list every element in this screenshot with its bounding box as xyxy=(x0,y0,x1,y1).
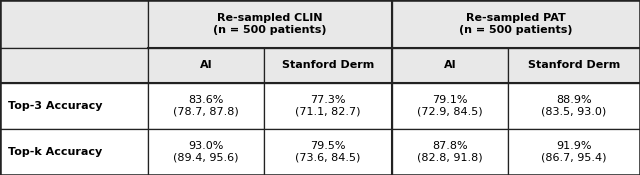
Bar xyxy=(264,83,392,129)
Bar xyxy=(392,83,508,129)
Text: AI: AI xyxy=(200,61,212,71)
Text: 88.9%
(83.5, 93.0): 88.9% (83.5, 93.0) xyxy=(541,95,607,117)
Bar xyxy=(508,129,640,175)
Text: Stanford Derm: Stanford Derm xyxy=(282,61,374,71)
Bar xyxy=(264,129,392,175)
Bar xyxy=(148,0,392,48)
Text: 83.6%
(78.7, 87.8): 83.6% (78.7, 87.8) xyxy=(173,95,239,117)
Text: AI: AI xyxy=(444,61,456,71)
Text: 91.9%
(86.7, 95.4): 91.9% (86.7, 95.4) xyxy=(541,141,607,163)
Bar xyxy=(148,129,264,175)
Bar xyxy=(508,83,640,129)
Bar xyxy=(0,129,148,175)
Bar xyxy=(392,48,508,83)
Bar xyxy=(392,0,640,48)
Bar xyxy=(148,48,264,83)
Bar xyxy=(0,0,148,48)
Text: Top-k Accuracy: Top-k Accuracy xyxy=(8,147,102,157)
Bar xyxy=(0,48,148,83)
Text: 77.3%
(71.1, 82.7): 77.3% (71.1, 82.7) xyxy=(295,95,361,117)
Text: 87.8%
(82.8, 91.8): 87.8% (82.8, 91.8) xyxy=(417,141,483,163)
Bar xyxy=(0,83,148,129)
Text: Re-sampled CLIN
(n = 500 patients): Re-sampled CLIN (n = 500 patients) xyxy=(213,13,327,35)
Bar xyxy=(508,48,640,83)
Bar xyxy=(392,129,508,175)
Text: 93.0%
(89.4, 95.6): 93.0% (89.4, 95.6) xyxy=(173,141,239,163)
Text: 79.5%
(73.6, 84.5): 79.5% (73.6, 84.5) xyxy=(295,141,361,163)
Bar xyxy=(148,83,264,129)
Text: Re-sampled PAT
(n = 500 patients): Re-sampled PAT (n = 500 patients) xyxy=(460,13,573,35)
Text: Top-3 Accuracy: Top-3 Accuracy xyxy=(8,101,102,111)
Text: Stanford Derm: Stanford Derm xyxy=(528,61,620,71)
Bar xyxy=(264,48,392,83)
Text: 79.1%
(72.9, 84.5): 79.1% (72.9, 84.5) xyxy=(417,95,483,117)
